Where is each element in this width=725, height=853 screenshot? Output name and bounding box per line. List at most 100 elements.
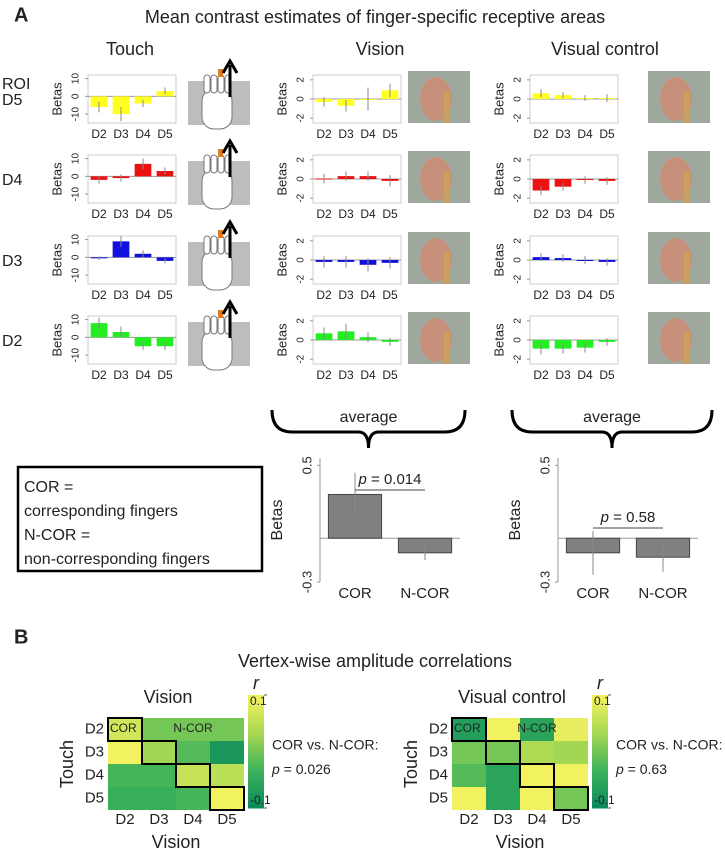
- colorbar-segment: [248, 695, 264, 700]
- x-tick-label: D2: [533, 207, 549, 221]
- colorbar-segment: [592, 695, 608, 700]
- x-tick-label: D5: [599, 288, 615, 302]
- y-tick-label: 0: [513, 257, 524, 263]
- y-tick-label: 0: [296, 337, 307, 343]
- average-label: average: [583, 409, 641, 426]
- x-tick-label: D2: [115, 811, 134, 828]
- p-symbol: p: [600, 509, 609, 526]
- hand-marker: [218, 149, 223, 157]
- heatmap-cell: [108, 718, 142, 741]
- x-tick-label: D4: [360, 368, 376, 382]
- brace: [270, 409, 467, 449]
- colorbar-segment: [248, 747, 264, 752]
- p-value: = 0.63: [624, 761, 667, 777]
- hand-marker: [218, 230, 223, 238]
- heatmap-cell: [452, 787, 486, 810]
- colorbar-segment: [248, 755, 264, 760]
- diagonal-outline: [485, 740, 521, 765]
- diagonal-outline: [209, 786, 245, 811]
- colorbar-segment: [248, 710, 264, 715]
- hand-palm: [201, 249, 233, 291]
- y-tick-label: -0.3: [537, 571, 552, 593]
- heatmap-cell: [176, 741, 210, 764]
- x-tick-label: D2: [316, 368, 332, 382]
- column-header: Vision: [356, 39, 405, 59]
- y-tick-label: D5: [429, 789, 448, 806]
- diagonal-outline: [553, 786, 589, 811]
- y-tick-label: 0: [513, 337, 524, 343]
- heatmap-cell: [108, 787, 142, 810]
- colorbar-segment: [592, 774, 608, 779]
- y-tick-label: -10: [71, 186, 82, 201]
- colorbar-segment: [592, 762, 608, 768]
- ncor-label: N-COR: [517, 721, 557, 735]
- hand-marker: [218, 69, 223, 77]
- heatmap-cell: [108, 764, 142, 787]
- legend-text: N-COR =: [24, 527, 90, 544]
- x-tick-label: D5: [157, 207, 173, 221]
- x-tick-label: N-COR: [638, 585, 687, 602]
- hand-finger: [210, 154, 218, 174]
- colorbar-segment: [248, 740, 264, 745]
- cor-label: COR: [454, 721, 481, 735]
- y-tick-label: 0: [513, 176, 524, 182]
- diagonal-outline: [107, 717, 143, 742]
- y-tick-label: 2: [296, 318, 307, 324]
- x-tick-label: D4: [135, 288, 151, 302]
- legend-text: non-corresponding fingers: [24, 551, 210, 568]
- heatmap-title: Visual control: [458, 687, 566, 707]
- x-tick-label: D5: [599, 368, 615, 382]
- heatmap-cell: [486, 718, 520, 741]
- photo-stick: [684, 91, 690, 123]
- colorbar-segment: [592, 706, 608, 711]
- colorbar-segment: [592, 740, 608, 745]
- y-tick-label: -10: [71, 106, 82, 121]
- heatmap-cell: [210, 764, 244, 787]
- plot-frame: [87, 154, 177, 204]
- hand-palm: [201, 329, 233, 371]
- colorbar-segment: [592, 751, 608, 756]
- heatmap-cell: [452, 741, 486, 764]
- x-tick-label: D3: [113, 127, 129, 141]
- hand-finger: [203, 315, 211, 335]
- colorbar-segment: [248, 751, 264, 756]
- x-tick-label: D3: [338, 288, 354, 302]
- photo-stick: [684, 252, 690, 284]
- plot-frame: [87, 74, 177, 124]
- y-tick-label: 0: [71, 173, 82, 179]
- x-tick-label: D2: [533, 127, 549, 141]
- bar: [90, 323, 108, 338]
- y-tick-label: 2: [296, 238, 307, 244]
- hand-finger: [203, 74, 211, 94]
- y-tick-label: D4: [85, 766, 104, 783]
- colorbar-segment: [248, 698, 264, 704]
- y-tick-label: D3: [429, 743, 448, 760]
- photo-stick: [684, 171, 690, 203]
- y-tick-label: -2: [296, 274, 307, 283]
- hand-finger: [210, 74, 218, 94]
- x-tick-label: D3: [338, 368, 354, 382]
- y-tick-label: -2: [513, 274, 524, 283]
- y-tick-label: 0.5: [299, 456, 314, 474]
- bar: [112, 96, 130, 115]
- colorbar-segment: [592, 755, 608, 760]
- heatmap-cell: [554, 787, 588, 810]
- colorbar-segment: [248, 728, 264, 734]
- colorbar-segment: [248, 792, 264, 798]
- y-tick-label: 2: [513, 238, 524, 244]
- heatmap-cell: [176, 718, 210, 741]
- y-tick-label: 2: [513, 157, 524, 163]
- panel-letter: A: [14, 4, 28, 26]
- y-tick-label: 2: [513, 77, 524, 83]
- x-tick-label: D5: [382, 368, 398, 382]
- y-axis-label: Touch: [57, 740, 77, 788]
- y-tick-label: -2: [296, 193, 307, 202]
- y-tick-label: 0: [71, 254, 82, 260]
- panel-title: Mean contrast estimates of finger-specif…: [145, 7, 605, 27]
- x-tick-label: D3: [338, 207, 354, 221]
- diagonal-outline: [451, 717, 487, 742]
- colorbar-label: r: [253, 673, 260, 693]
- heatmap-cell: [142, 787, 176, 810]
- p-symbol: p: [271, 761, 280, 777]
- hand-finger: [203, 235, 211, 255]
